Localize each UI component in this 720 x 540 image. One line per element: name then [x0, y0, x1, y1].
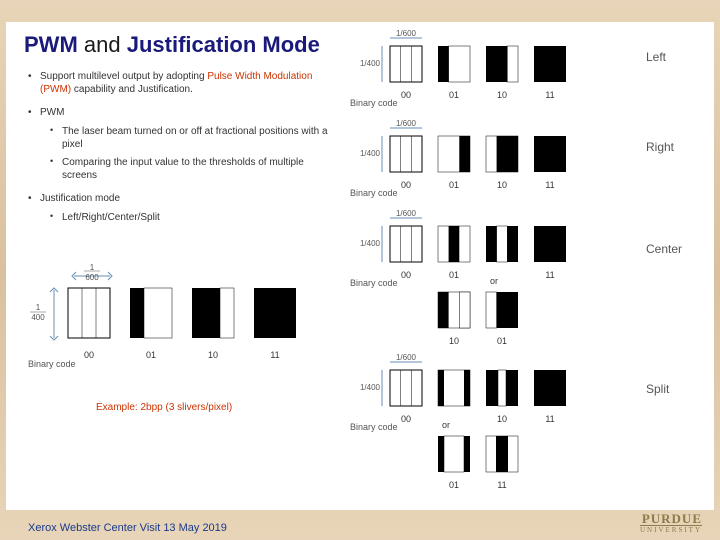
diagram-left: 00 01 10 11 Binary code 1/600 1/400: [346, 28, 646, 114]
diagram-big: 1 600 1 400 00 01: [18, 262, 328, 392]
title-pwm: PWM: [24, 32, 78, 57]
bullet-2-2: Comparing the input value to the thresho…: [50, 156, 328, 182]
svg-text:00: 00: [401, 180, 411, 190]
svg-text:1/600: 1/600: [396, 29, 417, 38]
svg-text:or: or: [490, 276, 498, 286]
bullet-2-1: The laser beam turned on or off at fract…: [50, 125, 328, 151]
svg-text:Binary code: Binary code: [350, 98, 398, 108]
purdue-logo: PURDUE UNIVERSITY: [640, 511, 702, 534]
svg-text:11: 11: [545, 270, 554, 280]
title-just: Justification Mode: [127, 32, 320, 57]
mode-split-label: Split: [646, 382, 669, 396]
svg-text:00: 00: [401, 270, 411, 280]
bullet-1: Support multilevel output by adopting Pu…: [28, 70, 328, 96]
cell-11: 11: [254, 288, 296, 360]
svg-text:01: 01: [449, 480, 459, 490]
svg-text:Binary code: Binary code: [350, 422, 398, 432]
svg-text:1: 1: [36, 303, 41, 312]
svg-text:01: 01: [449, 90, 459, 100]
svg-text:11: 11: [497, 480, 506, 490]
svg-text:11: 11: [545, 90, 554, 100]
svg-text:00: 00: [401, 90, 411, 100]
svg-text:10: 10: [449, 336, 459, 346]
cell-01: 01: [130, 288, 172, 360]
svg-text:1/400: 1/400: [360, 383, 381, 392]
svg-text:Binary code: Binary code: [350, 278, 398, 288]
bullet-2: PWM The laser beam turned on or off at f…: [28, 106, 328, 182]
svg-text:00: 00: [84, 350, 94, 360]
cell-10: 10: [192, 288, 234, 360]
bullet-list: Support multilevel output by adopting Pu…: [28, 70, 328, 234]
svg-text:01: 01: [497, 336, 507, 346]
diagram-center: 00 01 or 11 10 01 Binary code 1/600 1/40…: [346, 208, 646, 348]
svg-text:01: 01: [146, 350, 156, 360]
svg-text:400: 400: [31, 313, 45, 322]
bullet-3-1: Left/Right/Center/Split: [50, 211, 328, 224]
mode-left-label: Left: [646, 50, 666, 64]
svg-text:11: 11: [545, 180, 554, 190]
diagram-right: 00 01 10 11 Binary code 1/600 1/400: [346, 118, 646, 204]
bullet-3: Justification mode Left/Right/Center/Spl…: [28, 192, 328, 224]
svg-text:1/600: 1/600: [396, 353, 417, 362]
dim-side: 1 400: [30, 288, 58, 340]
slide-canvas: PWM and Justification Mode Support multi…: [6, 22, 714, 510]
mode-right-label: Right: [646, 140, 674, 154]
example-text: Example: 2bpp (3 slivers/pixel): [96, 402, 232, 413]
svg-text:1/600: 1/600: [396, 209, 417, 218]
cell-00: 00: [68, 288, 110, 360]
svg-text:1/600: 1/600: [396, 119, 417, 128]
svg-text:11: 11: [545, 414, 554, 424]
svg-text:Binary code: Binary code: [350, 188, 398, 198]
svg-text:1: 1: [90, 263, 95, 272]
title-and: and: [84, 32, 121, 57]
svg-text:10: 10: [497, 180, 507, 190]
svg-text:10: 10: [208, 350, 218, 360]
svg-text:01: 01: [449, 180, 459, 190]
svg-text:1/400: 1/400: [360, 149, 381, 158]
svg-text:1/400: 1/400: [360, 59, 381, 68]
svg-text:00: 00: [401, 414, 411, 424]
svg-text:or: or: [442, 420, 450, 430]
svg-text:10: 10: [497, 414, 507, 424]
svg-text:11: 11: [270, 350, 279, 360]
slide-title: PWM and Justification Mode: [24, 32, 320, 58]
diagram-split: 00 or 10 11 01 11 Binary code 1/600 1/40…: [346, 352, 646, 492]
svg-text:600: 600: [85, 273, 99, 282]
svg-text:01: 01: [449, 270, 459, 280]
mode-center-label: Center: [646, 242, 682, 256]
svg-text:1/400: 1/400: [360, 239, 381, 248]
svg-text:Binary code: Binary code: [28, 359, 76, 369]
dim-top: 1 600: [72, 263, 112, 282]
footer-text: Xerox Webster Center Visit 13 May 2019: [28, 522, 227, 534]
svg-text:10: 10: [497, 90, 507, 100]
